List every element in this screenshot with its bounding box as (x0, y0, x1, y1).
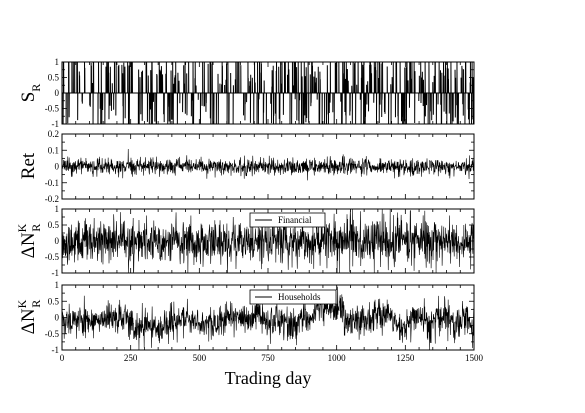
panel-financial-ylabel-sup: K (15, 223, 29, 232)
panel-households-ylabel-sub: R (29, 300, 43, 308)
panel-households-ytick-label: 0.5 (48, 296, 60, 306)
panel-sr-ytick-label: 0 (55, 88, 60, 98)
panel-ret-ylabel-main: Ret (18, 152, 39, 179)
x-tick-label: 750 (261, 353, 275, 363)
panel-financial-ylabel: ΔNKR (15, 223, 43, 258)
panel-financial-ytick-labels: 1 0.5 0 -0.5 -1 (45, 204, 60, 278)
panel-ret-ytick-label: -0.2 (45, 194, 59, 204)
panel-sr: 1 0.5 0 -0.5 -1 SR (18, 57, 475, 129)
panel-ret-ytick-label: 0.2 (48, 129, 59, 139)
x-tick-label: 250 (124, 353, 138, 363)
panel-households-ytick-label: 1 (55, 280, 60, 290)
panel-households-ylabel-sup: K (15, 299, 29, 308)
panel-financial-legend-box (249, 212, 326, 228)
panel-households-ylabel: ΔNKR (15, 299, 43, 334)
panel-sr-ytick-labels: 1 0.5 0 -0.5 -1 (45, 57, 60, 129)
panel-households-ytick-labels: 1 0.5 0 -0.5 -1 (45, 280, 60, 355)
panel-households-ytick-label: -1 (52, 345, 60, 355)
panel-households-series-line (61, 286, 475, 351)
panel-financial-ytick-label: 0.5 (48, 220, 60, 230)
panel-financial-series-line (61, 208, 475, 274)
panel-financial-ylabel-sub: R (29, 224, 43, 232)
panel-sr-ytick-label: 1 (55, 57, 60, 67)
panel-ret-ylabel: Ret (18, 152, 39, 179)
panel-households-legend-box (249, 289, 337, 305)
panel-households: 1 0.5 0 -0.5 -1 ΔNKR Households (15, 280, 475, 355)
panel-ret-ytick-labels: 0.2 0.1 0 -0.1 -0.2 (45, 129, 60, 204)
panel-households-ylabel-main: ΔN (18, 308, 39, 334)
panel-sr-ytick-label: -0.5 (45, 104, 60, 114)
panel-financial-ytick-label: 1 (55, 204, 60, 214)
panel-households-legend-label: Households (278, 292, 321, 302)
panel-financial-ylabel-main: ΔN (18, 232, 39, 258)
x-tick-label: 500 (193, 353, 207, 363)
panel-financial-legend-label: Financial (278, 215, 312, 225)
panel-ret: 0.2 0.1 0 -0.1 -0.2 Ret (18, 129, 475, 204)
panel-financial-ytick-label: -0.5 (45, 252, 60, 262)
x-tick-label: 1500 (465, 353, 484, 363)
panel-financial-ticks (61, 208, 475, 274)
panel-sr-ytick-label: -1 (52, 119, 60, 129)
x-axis-label: Trading day (225, 368, 312, 388)
panel-ret-ticks (61, 133, 475, 200)
x-tick-labels: 0 250 500 750 1000 1250 1500 (60, 353, 484, 363)
x-tick-label: 0 (60, 353, 65, 363)
panel-financial-ytick-label: 0 (55, 236, 60, 246)
panel-sr-ylabel-main: S (18, 92, 39, 103)
x-tick-label: 1000 (328, 353, 347, 363)
panel-households-legend: Households (249, 289, 337, 305)
panel-sr-ticks (61, 61, 475, 125)
panel-ret-ytick-label: -0.1 (45, 178, 59, 188)
panel-households-ytick-label: -0.5 (45, 329, 60, 339)
panel-sr-ylabel: SR (18, 84, 43, 103)
panel-households-ytick-label: 0 (55, 313, 60, 323)
panel-sr-ylabel-sub: R (29, 84, 43, 92)
panel-sr-ytick-label: 0.5 (48, 73, 60, 83)
x-tick-label: 1250 (396, 353, 415, 363)
panel-ret-ytick-label: 0 (55, 162, 60, 172)
panel-financial-legend: Financial (249, 212, 326, 228)
panel-ret-ytick-label: 0.1 (48, 145, 59, 155)
panel-households-ticks (61, 284, 475, 351)
panel-financial-ytick-label: -1 (52, 268, 60, 278)
panel-financial: 1 0.5 0 -0.5 -1 ΔNKR Financial (15, 204, 475, 278)
panel-ret-series-line (61, 148, 475, 181)
